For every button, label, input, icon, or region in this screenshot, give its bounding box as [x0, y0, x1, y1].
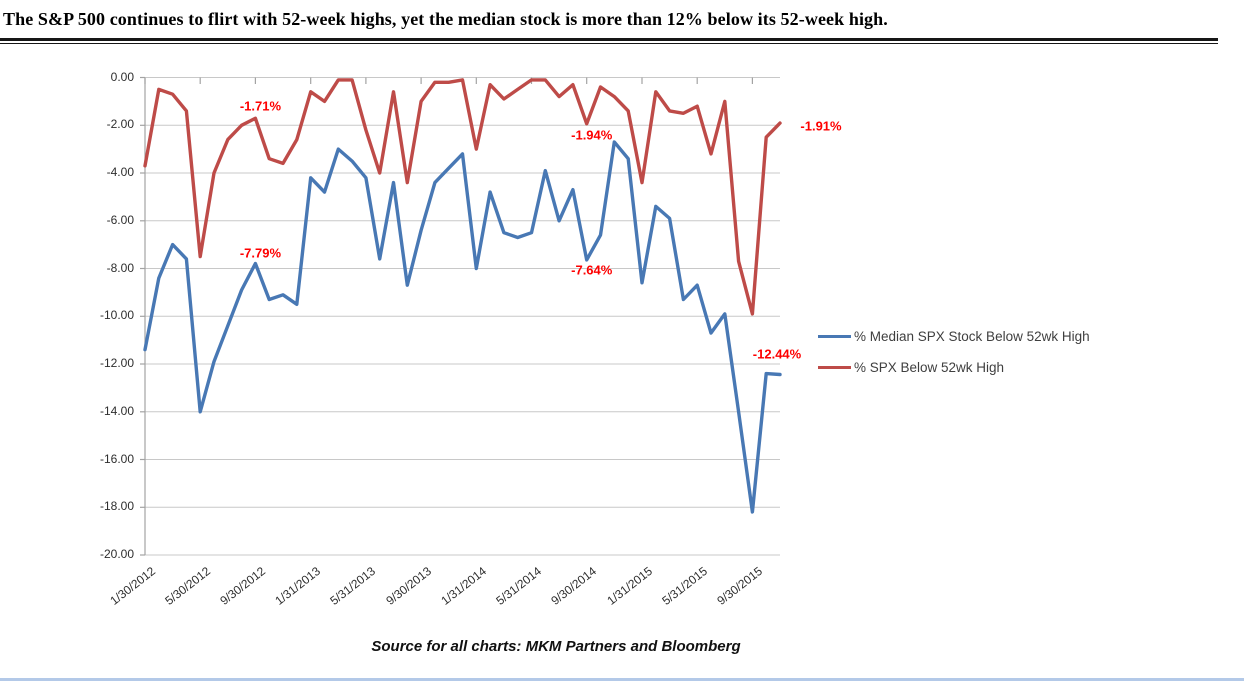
- chart-legend: % Median SPX Stock Below 52wk High % SPX…: [818, 321, 1090, 383]
- y-axis-tick-label: -12.00: [99, 356, 134, 370]
- source-note: Source for all charts: MKM Partners and …: [371, 638, 741, 655]
- data-label: -12.44%: [752, 346, 802, 361]
- bottom-divider: [0, 678, 1244, 681]
- data-label: -1.71%: [239, 98, 282, 114]
- y-axis-tick-label: -8.00: [106, 260, 134, 275]
- y-axis-tick-label: -18.00: [99, 499, 134, 514]
- y-axis-tick-label: -10.00: [99, 308, 134, 323]
- legend-label: % SPX Below 52wk High: [854, 360, 1005, 375]
- legend-line-blue-icon: [818, 335, 851, 338]
- legend-item-median: % Median SPX Stock Below 52wk High: [818, 321, 1090, 352]
- data-label: -1.91%: [800, 118, 842, 134]
- legend-label: % Median SPX Stock Below 52wk High: [854, 329, 1090, 344]
- data-label: -7.79%: [239, 245, 282, 261]
- y-axis-tick-label: 0.00: [110, 69, 134, 84]
- legend-item-spx: % SPX Below 52wk High: [818, 352, 1090, 383]
- y-axis-tick-label: -6.00: [106, 212, 134, 227]
- legend-line-red-icon: [818, 366, 851, 369]
- title-underline: [0, 38, 1218, 44]
- series-line-spx-red: [143, 78, 782, 316]
- y-axis-tick-label: -2.00: [106, 117, 134, 132]
- y-axis-tick-label: -4.00: [106, 165, 134, 179]
- data-label: -7.64%: [571, 262, 613, 278]
- y-axis-tick-label: -20.00: [99, 547, 134, 561]
- y-axis-tick-label: -14.00: [99, 403, 134, 418]
- page-title: The S&P 500 continues to flirt with 52-w…: [3, 9, 888, 29]
- series-line-median-blue: [143, 140, 782, 514]
- y-axis-tick-label: -16.00: [99, 451, 134, 466]
- data-label: -1.94%: [571, 127, 613, 143]
